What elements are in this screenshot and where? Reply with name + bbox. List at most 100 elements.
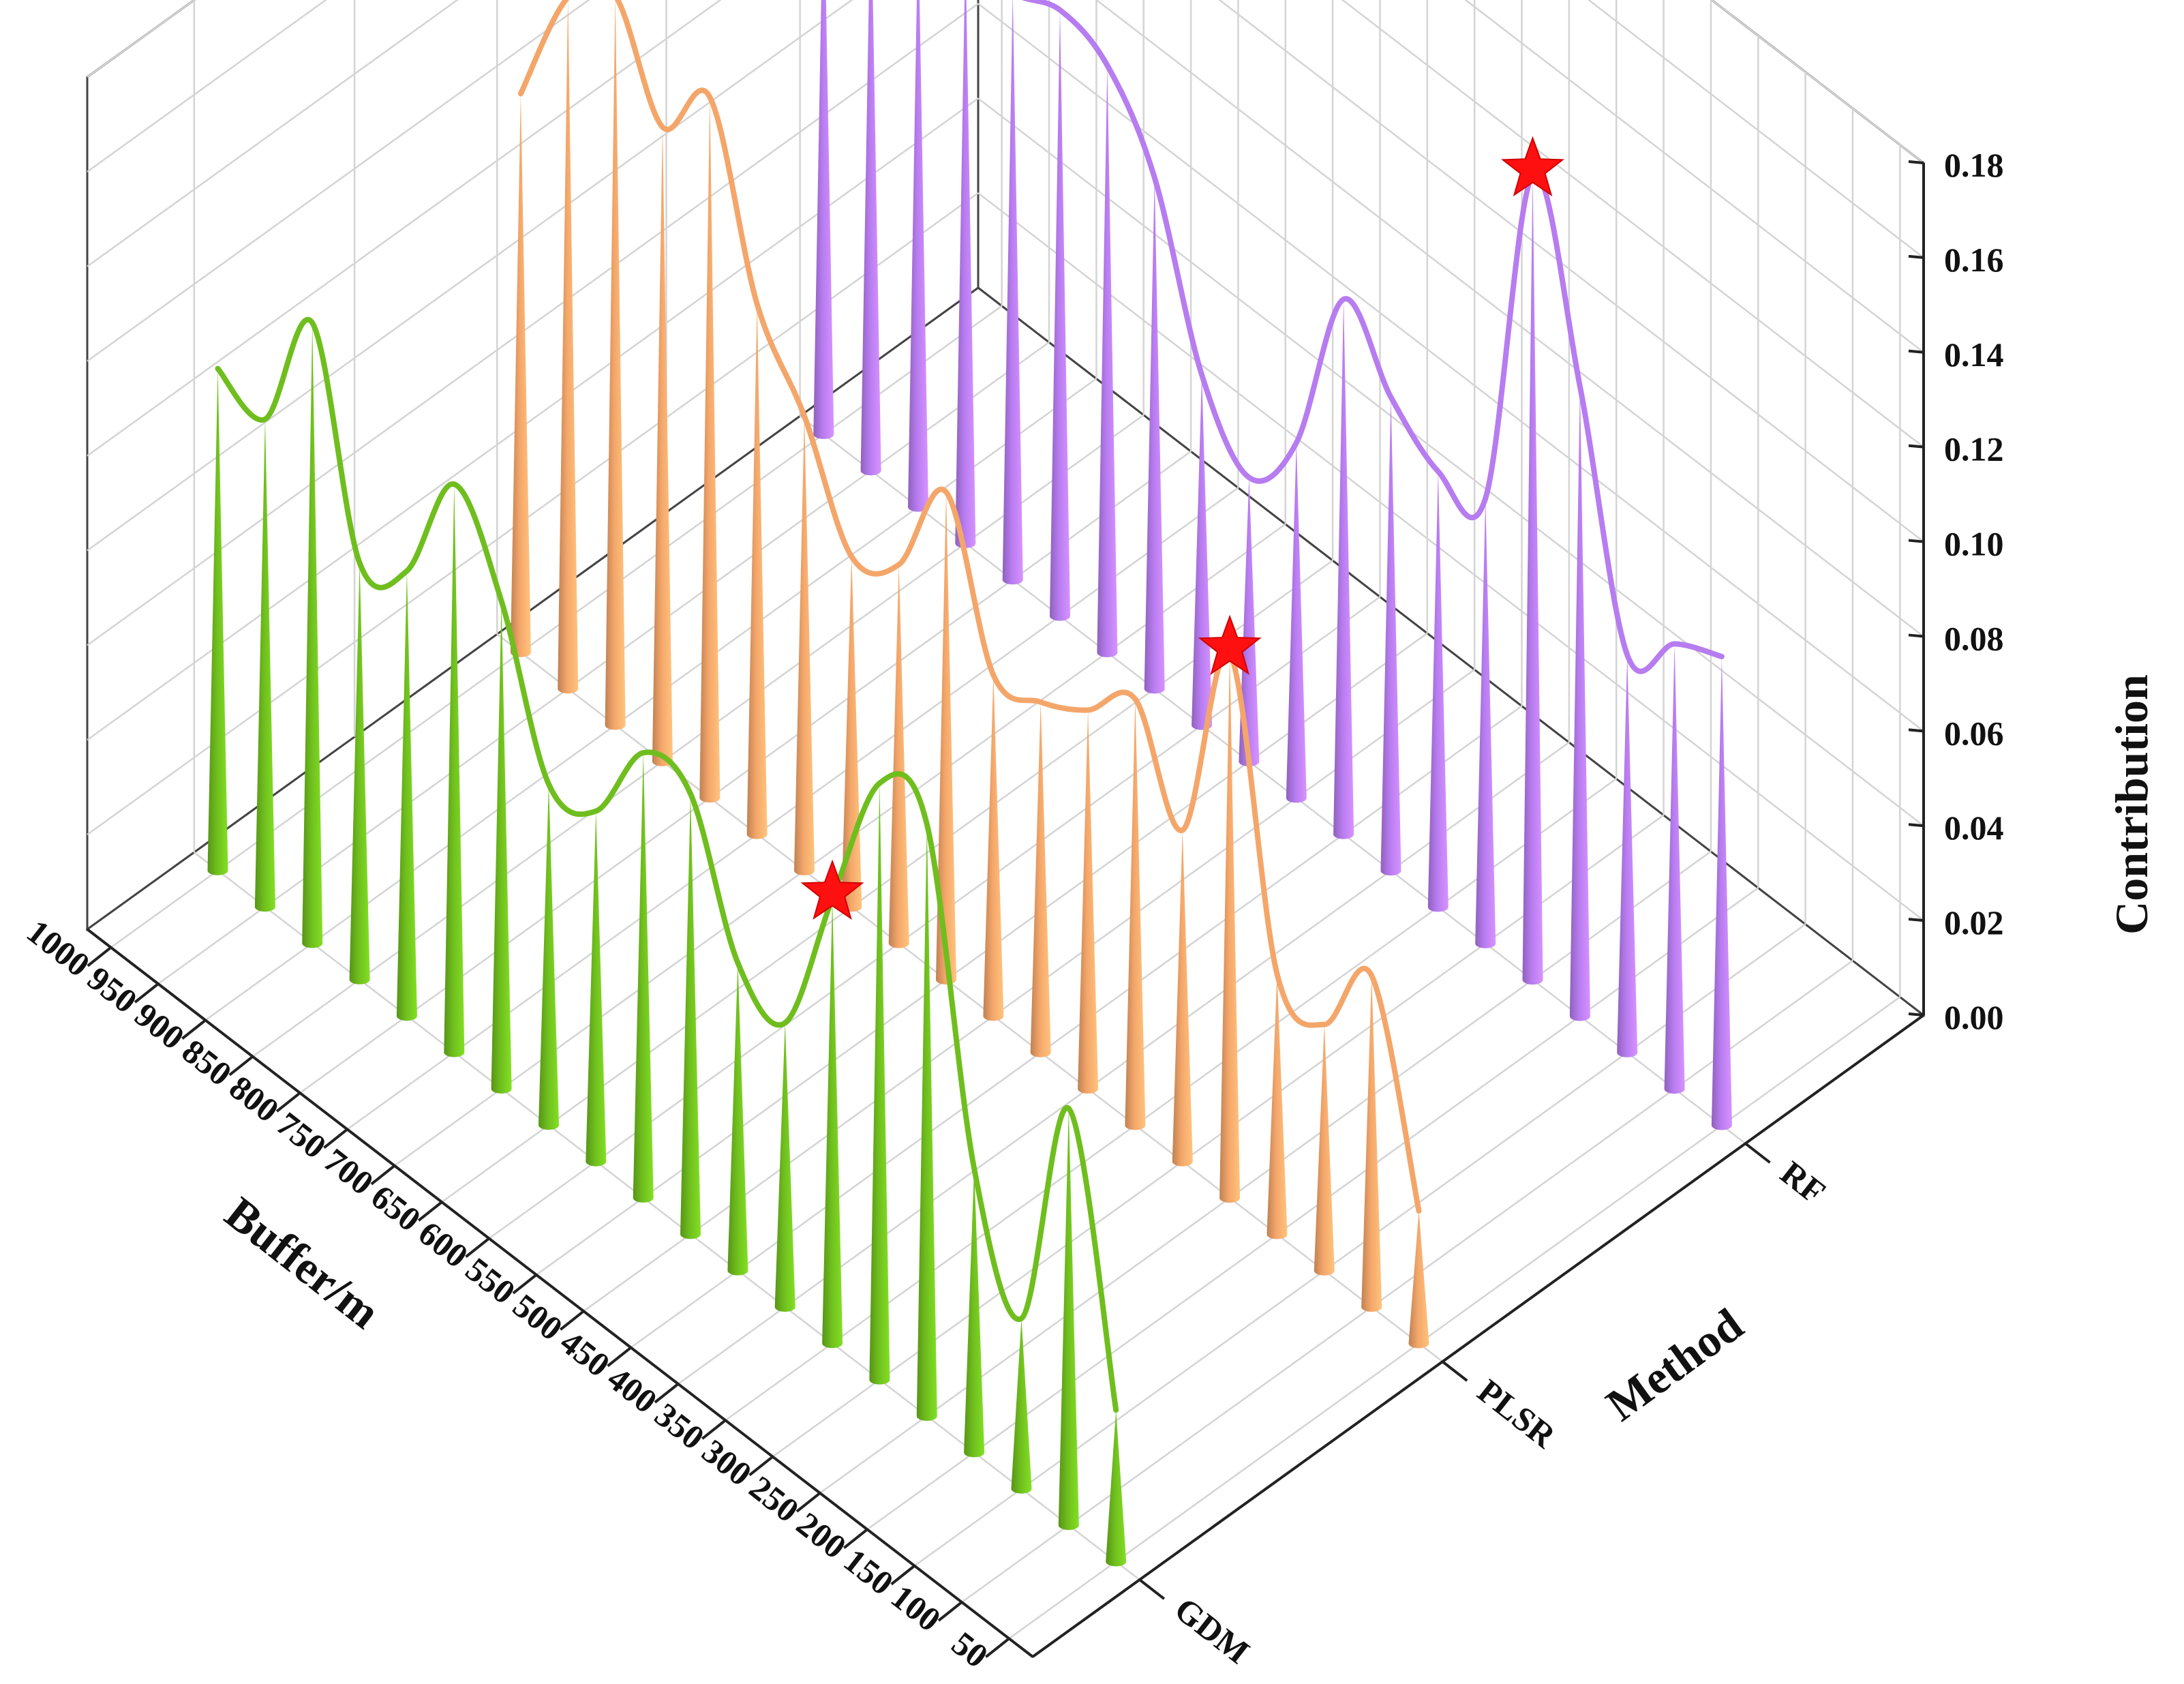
buffer-tick-label: 850 (175, 1032, 239, 1093)
contribution-tick-label: 0.14 (1944, 335, 2004, 374)
cone-rf-650 (1144, 177, 1165, 694)
buffer-tick-mark (654, 1383, 680, 1404)
buffer-tick-mark (890, 1565, 915, 1586)
cone-rf-300 (1475, 498, 1496, 948)
contribution-tick-label: 0.10 (1944, 525, 2004, 563)
buffer-tick-label: 800 (222, 1068, 286, 1129)
chart-axes (86, 163, 1925, 1658)
buffer-tick-mark (795, 1492, 821, 1513)
cone-rf-50 (1711, 657, 1732, 1130)
buffer-tick-label: 100 (884, 1577, 948, 1638)
buffer-tick-label: 150 (837, 1541, 901, 1602)
buffer-tick-label: 50 (945, 1624, 995, 1675)
contribution-tick-mark (1908, 823, 1924, 828)
cone-rf-1000 (813, 0, 834, 439)
cone-plsr-350 (1125, 699, 1146, 1130)
cone-plsr-100 (1361, 976, 1382, 1312)
cone-gdm-650 (539, 784, 559, 1130)
grid-line-z-left (87, 0, 722, 457)
buffer-tick-mark (417, 1201, 443, 1222)
grid-line-z-left (87, 0, 590, 362)
cone-plsr-300 (1172, 830, 1193, 1167)
method-tick-mark (1138, 1578, 1166, 1600)
buffer-tick-mark (181, 1019, 207, 1040)
grid-line-buffer-floor (1008, 996, 1901, 1640)
grid-line-z-left (87, 0, 459, 267)
z-axis-title: Contribution (2106, 674, 2157, 935)
contribution-tick-mark (1908, 633, 1924, 638)
cone-plsr-1000 (510, 93, 531, 657)
buffer-tick-mark (748, 1456, 774, 1477)
cone-plsr-700 (794, 416, 815, 875)
cone-rf-950 (860, 0, 881, 476)
method-tick-mark (1744, 1142, 1771, 1164)
grid-line-z-right (1341, 0, 1924, 448)
cone-gdm-200 (964, 1168, 985, 1458)
highlight-star-gdm (800, 859, 864, 920)
cone-rf-700 (1097, 65, 1118, 658)
cone-rf-150 (1617, 655, 1638, 1057)
highlight-star-rf (1501, 136, 1565, 197)
buffer-tick-label: 250 (742, 1468, 806, 1529)
cone-gdm-1000 (207, 368, 228, 875)
buffer-tick-mark (843, 1528, 868, 1549)
contribution-tick-mark (1908, 349, 1924, 354)
y-axis-title: Method (1596, 1298, 1752, 1431)
method-tick-label: RF (1774, 1154, 1833, 1212)
cone-plsr-50 (1408, 1211, 1429, 1349)
cone-rf-200 (1569, 386, 1590, 1021)
grid-line-z-left (87, 0, 327, 172)
cone-rf-250 (1522, 175, 1543, 985)
contribution-tick-mark (1908, 254, 1924, 259)
cone-plsr-200 (1267, 974, 1288, 1239)
buffer-tick-label: 450 (553, 1323, 618, 1384)
cone-gdm-150 (1011, 1318, 1032, 1494)
cone-gdm-100 (1058, 1108, 1079, 1531)
buffer-tick-mark (134, 982, 160, 1004)
cone-rf-800 (1002, 0, 1023, 585)
contribution-tick-label: 0.02 (1944, 903, 2004, 942)
cone-gdm-600 (586, 811, 607, 1167)
buffer-tick-label: 200 (789, 1505, 853, 1566)
cone-rf-850 (955, 0, 976, 548)
buffer-tick-label: 1000 (20, 912, 97, 984)
chart-series (207, 0, 1732, 1567)
cone-gdm-900 (302, 322, 323, 948)
buffer-tick-label: 350 (648, 1396, 712, 1457)
cone-gdm-950 (254, 419, 275, 912)
contribution-tick-label: 0.16 (1944, 241, 2004, 279)
method-tick-mark (1441, 1360, 1468, 1382)
series-rf (813, 0, 1732, 1130)
cone-gdm-750 (444, 484, 465, 1057)
cone-gdm-400 (774, 1023, 795, 1312)
buffer-tick-mark (701, 1419, 727, 1440)
buffer-tick-mark (275, 1092, 301, 1113)
grid-line-z-right (1218, 0, 1924, 543)
cone-gdm-800 (396, 571, 417, 1021)
contribution-tick-mark (1908, 918, 1924, 922)
cone-gdm-700 (491, 601, 512, 1094)
grid-line-z-right (977, 192, 1924, 922)
cone-rf-750 (1050, 10, 1071, 621)
buffer-tick-label: 550 (459, 1250, 523, 1311)
contribution-tick-label: 0.18 (1944, 146, 2004, 184)
buffer-tick-mark (512, 1274, 538, 1295)
buffer-tick-mark (323, 1128, 348, 1149)
curve-gdm (215, 317, 1119, 1413)
cone-plsr-900 (605, 0, 626, 730)
method-tick-label: PLSR (1470, 1372, 1563, 1456)
buffer-tick-mark (87, 946, 112, 967)
buffer-axis-line (86, 928, 1034, 1658)
grid-line-z-right (1710, 0, 1924, 164)
cone-plsr-750 (746, 303, 768, 839)
buffer-tick-label: 650 (364, 1177, 428, 1238)
grid-line-z-right (977, 97, 1924, 827)
cone-plsr-150 (1314, 1024, 1335, 1276)
buffer-tick-label: 400 (601, 1359, 665, 1420)
cone-gdm-350 (822, 898, 843, 1349)
buffer-tick-mark (985, 1637, 1010, 1658)
cone-plsr-550 (936, 492, 956, 984)
cone-rf-500 (1286, 442, 1307, 803)
cone-gdm-850 (349, 562, 370, 984)
